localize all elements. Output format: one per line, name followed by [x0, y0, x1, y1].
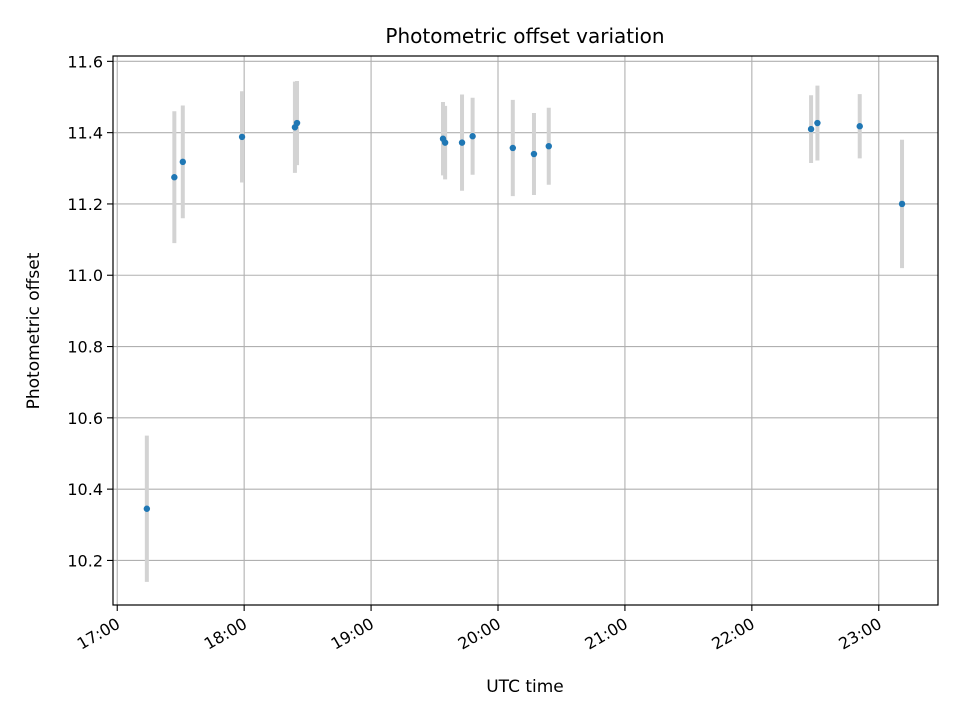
y-axis-label: Photometric offset [24, 252, 44, 409]
plot-frame [112, 55, 939, 606]
data-point [469, 133, 476, 140]
x-tick-label: 18:00 [201, 614, 250, 654]
x-tick-label: 19:00 [328, 614, 377, 654]
y-tick-label: 11.2 [67, 195, 103, 214]
data-point [530, 150, 538, 158]
x-axis-label: UTC time [486, 677, 564, 697]
y-tick-label: 10.2 [67, 551, 103, 570]
x-tick-label: 17:00 [74, 614, 123, 654]
data-point [807, 125, 815, 133]
x-tick-label: 22:00 [708, 614, 757, 654]
data-point [143, 505, 151, 512]
data-point [179, 158, 187, 166]
data-point [441, 139, 449, 146]
data-point [238, 133, 246, 141]
y-tick-label: 10.4 [67, 480, 103, 499]
chart-title: Photometric offset variation [385, 24, 664, 48]
x-tick-label: 20:00 [455, 614, 504, 654]
data-point [856, 123, 863, 130]
y-tick-label: 11.4 [67, 124, 103, 143]
data-point [509, 144, 517, 152]
data-point [545, 142, 552, 150]
data-points [143, 119, 906, 512]
y-tick-label: 10.8 [67, 338, 103, 357]
y-tick-label: 10.6 [67, 409, 103, 428]
data-point [458, 139, 466, 146]
data-point [898, 200, 906, 208]
grid [113, 56, 938, 605]
data-point [171, 174, 178, 181]
y-axis-ticks: 10.2 10.4 10.6 10.8 11.0 11.2 11.4 11.6 [67, 52, 113, 570]
x-tick-label: 23:00 [835, 614, 884, 654]
data-point [814, 119, 821, 127]
data-point [293, 119, 301, 127]
x-axis-ticks: 17:00 18:00 19:00 20:00 21:00 22:00 23:00 [74, 605, 885, 654]
x-tick-label: 21:00 [581, 614, 630, 654]
error-bars [144, 80, 905, 582]
y-tick-label: 11.6 [67, 52, 103, 71]
y-tick-label: 11.0 [67, 266, 103, 285]
